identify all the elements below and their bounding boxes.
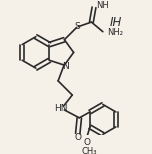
Text: IH: IH <box>110 16 122 29</box>
Text: CH₃: CH₃ <box>81 147 97 154</box>
Text: HN: HN <box>54 104 68 113</box>
Text: N: N <box>62 61 69 71</box>
Text: O: O <box>74 133 81 142</box>
Text: O: O <box>84 138 91 147</box>
Text: NH₂: NH₂ <box>107 28 123 37</box>
Text: NH: NH <box>97 1 109 10</box>
Text: S: S <box>75 22 80 31</box>
